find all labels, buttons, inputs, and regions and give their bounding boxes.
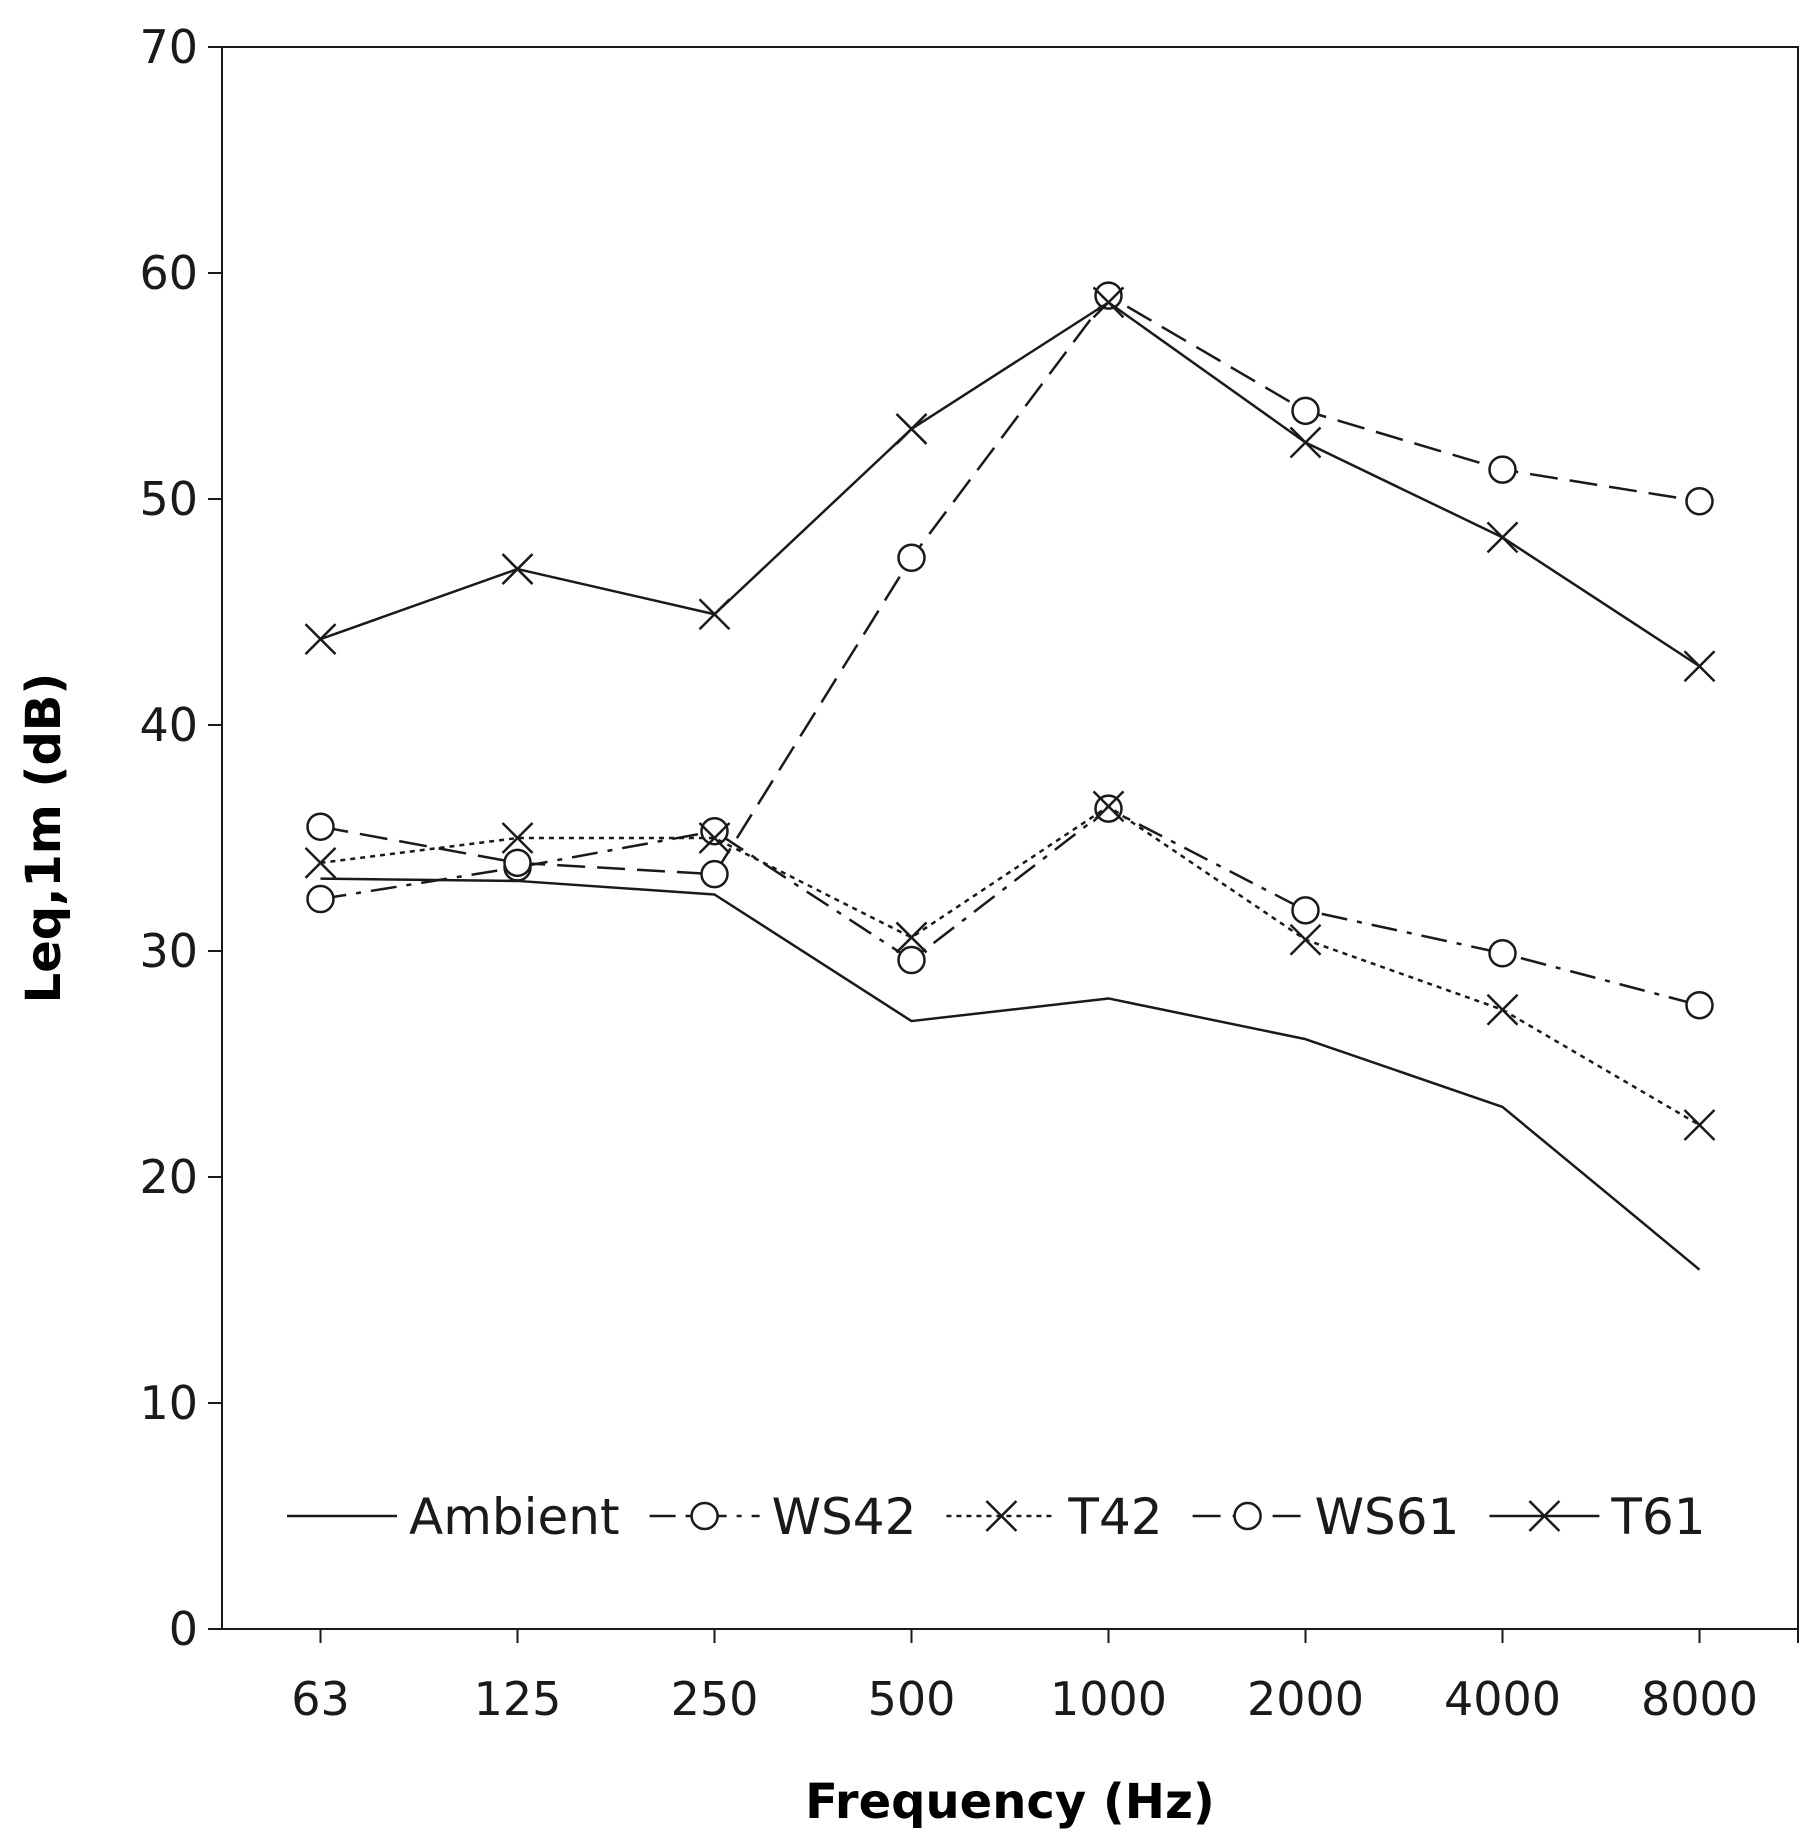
x-tick-label: 500 (868, 1672, 956, 1726)
data-point-ws61 (1094, 281, 1123, 310)
data-point-ws61 (1488, 455, 1517, 484)
x-tick-label: 1000 (1050, 1672, 1167, 1726)
data-point-t61 (1289, 426, 1322, 459)
data-point-t42 (501, 822, 534, 854)
data-point-t42 (304, 846, 337, 879)
data-point-ws42 (1685, 990, 1714, 1020)
series-line-ws61 (320, 294, 1700, 876)
series-line-ws42 (320, 807, 1700, 1007)
series-ws42 (306, 794, 1714, 1020)
data-point-ws61 (1291, 396, 1320, 426)
x-tick-label: 8000 (1641, 1672, 1758, 1726)
y-tick-label: 50 (139, 472, 198, 526)
data-point-ws42 (700, 816, 729, 846)
legend-marker (985, 1500, 1018, 1532)
legend-item-ws42: WS42 (649, 1488, 917, 1546)
data-point-ws42 (1488, 939, 1517, 968)
plot-frame (221, 46, 1799, 1630)
data-point-t61 (304, 623, 337, 656)
x-tick-label: 250 (671, 1672, 759, 1726)
series-t42 (304, 790, 1716, 1141)
legend-label: WS61 (1315, 1488, 1460, 1546)
data-point-ws61 (897, 543, 926, 573)
legend: Ambient WS42 T42 WS61 T61 (287, 1488, 1706, 1546)
y-tick-label: 20 (139, 1150, 198, 1204)
series-line-t42 (320, 805, 1701, 1127)
legend-item-ambient: Ambient (287, 1488, 620, 1546)
data-point-t42 (1683, 1109, 1716, 1141)
data-point-t61 (1486, 521, 1519, 554)
legend-item-t42: T42 (946, 1488, 1163, 1546)
data-point-t61 (1092, 286, 1125, 319)
legend-label: T61 (1610, 1488, 1705, 1546)
series-t61 (304, 286, 1716, 683)
y-tick-label: 0 (169, 1602, 198, 1656)
data-point-ws42 (306, 884, 335, 914)
data-point-t61 (698, 598, 731, 631)
series-line-ambient (320, 877, 1701, 1271)
data-point-ws42 (1291, 896, 1320, 925)
series-layer (304, 281, 1716, 1271)
y-tick-label: 30 (139, 924, 198, 978)
data-point-t42 (895, 921, 928, 954)
data-point-t42 (1486, 993, 1519, 1026)
data-point-ws61 (306, 812, 335, 841)
data-point-ws61 (1685, 487, 1714, 516)
data-point-ws61 (700, 859, 729, 889)
axes: 0 10 20 30 40 50 60 70 63 125 250 500 1000 2000 4000 80… (139, 20, 1799, 1726)
data-point-t42 (1289, 923, 1322, 956)
legend-label: Ambient (409, 1488, 620, 1546)
y-tick-label: 60 (139, 246, 198, 300)
legend-item-t61: T61 (1489, 1488, 1706, 1546)
data-point-ws42 (1094, 794, 1123, 823)
data-point-t61 (1683, 650, 1716, 683)
legend-marker (1233, 1501, 1262, 1531)
y-tick-label: 10 (139, 1376, 198, 1430)
legend-label: T42 (1067, 1488, 1162, 1546)
y-tick-label: 40 (139, 698, 198, 752)
series-ambient (320, 877, 1701, 1271)
data-point-t61 (501, 553, 534, 585)
x-tick-label: 125 (474, 1672, 562, 1726)
data-point-t61 (895, 413, 928, 445)
legend-marker (1528, 1500, 1561, 1532)
data-point-t42 (698, 822, 731, 854)
data-point-ws42 (897, 945, 926, 975)
data-point-ws61 (503, 848, 532, 878)
y-axis-title: Leq,1m (dB) (16, 673, 72, 1004)
data-point-t42 (1092, 790, 1125, 823)
legend-label: WS42 (772, 1488, 917, 1546)
series-line-t61 (320, 301, 1701, 668)
y-tick-label: 70 (139, 20, 198, 74)
x-axis-title: Frequency (Hz) (805, 1774, 1215, 1830)
series-ws61 (306, 281, 1714, 889)
x-tick-label: 4000 (1444, 1672, 1561, 1726)
x-tick-label: 2000 (1247, 1672, 1364, 1726)
legend-marker (690, 1501, 719, 1531)
legend-item-ws61: WS61 (1192, 1488, 1460, 1546)
x-tick-label: 63 (291, 1672, 350, 1726)
